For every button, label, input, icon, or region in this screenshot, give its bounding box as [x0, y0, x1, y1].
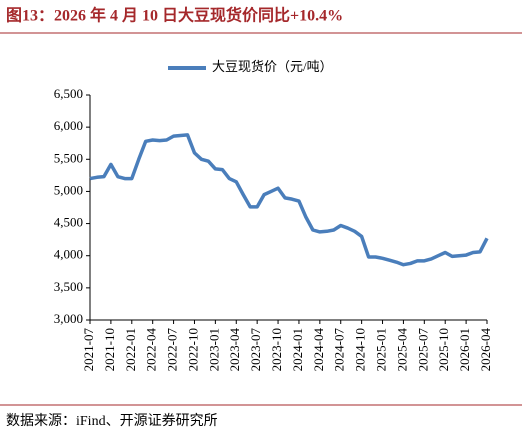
x-tick-label: 2024-04: [311, 328, 326, 372]
x-tick-label: 2022-01: [123, 328, 138, 371]
x-tick-label: 2026-01: [457, 328, 472, 371]
chart-title: 图13：2026 年 4 月 10 日大豆现货价同比+10.4%: [6, 6, 343, 25]
x-tick-label: 2023-10: [269, 328, 284, 371]
y-tick-label: 3,000: [54, 311, 83, 326]
x-tick-label: 2026-04: [478, 328, 493, 372]
series-line: [89, 133, 489, 267]
x-tick-label: 2024-01: [290, 328, 305, 371]
x-tick-label: 2023-07: [248, 328, 263, 372]
y-tick-label: 4,000: [54, 247, 83, 262]
x-tick-label: 2022-04: [144, 328, 159, 372]
y-tick-label: 5,000: [54, 182, 83, 197]
legend-label: 大豆现货价（元/吨）: [212, 59, 333, 74]
y-tick-label: 6,500: [54, 86, 83, 101]
x-tick-label: 2021-10: [102, 328, 117, 371]
x-tick-label: 2022-10: [185, 328, 200, 371]
x-tick-label: 2025-04: [394, 328, 409, 372]
y-tick-label: 6,000: [54, 118, 83, 133]
x-tick-label: 2022-07: [165, 328, 180, 372]
x-tick-label: 2024-10: [353, 328, 368, 371]
x-tick-label: 2025-07: [415, 328, 430, 372]
x-tick-label: 2023-04: [227, 328, 242, 372]
x-tick-label: 2023-01: [206, 328, 221, 371]
x-tick-label: 2025-10: [436, 328, 451, 371]
x-tick-label: 2024-07: [332, 328, 347, 372]
y-tick-label: 3,500: [54, 279, 83, 294]
x-tick-label: 2025-01: [374, 328, 389, 371]
x-tick-label: 2021-07: [81, 328, 96, 372]
source-note: 数据来源：iFind、开源证券研究所: [6, 413, 218, 429]
y-tick-label: 5,500: [54, 150, 83, 165]
y-tick-label: 4,500: [54, 215, 83, 230]
